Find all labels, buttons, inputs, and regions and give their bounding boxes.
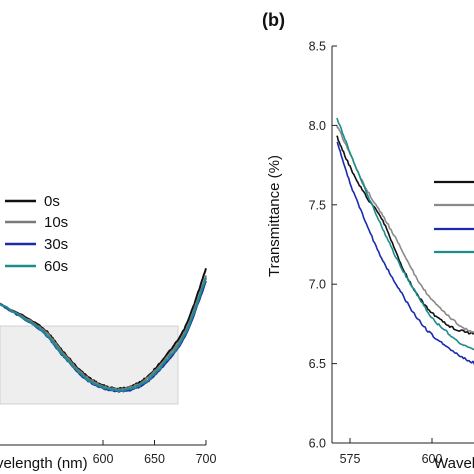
- legend-label-30s: 30s: [44, 236, 68, 253]
- panel-b-y-axis-title: Transmittance (%): [266, 155, 283, 277]
- panel-a-x-ticks: 600 650 700: [93, 440, 217, 466]
- panel-b-x-axis-title: Wavelength (nm): [434, 455, 474, 472]
- legend-label-10s: 10s: [44, 214, 68, 231]
- panel-b-series-1: [336, 135, 474, 335]
- legend-label-0s: 0s: [44, 193, 60, 210]
- panel-b-series-2: [336, 124, 474, 334]
- highlight-region: [0, 325, 179, 405]
- panel-b-series-4: [336, 117, 474, 351]
- panel-a-curves: [0, 268, 207, 393]
- panel-b-legend: [434, 180, 474, 254]
- panel-a-x-tick-label: 650: [144, 452, 165, 466]
- panel-b-x-tick-label: 575: [340, 452, 361, 466]
- panel-a-x-axis-title: Wavelength (nm): [0, 455, 88, 472]
- panel-b-y-tick-label: 8.5: [309, 40, 326, 54]
- panel-a-x-tick-label: 600: [93, 452, 114, 466]
- panel-a: 600 650 700 Wavelength (nm) 0s 10s 30s 60s: [0, 193, 216, 472]
- panel-a-x-tick-label: 700: [196, 452, 217, 466]
- panel-b-x-ticks: 575 600: [340, 438, 443, 466]
- panel-b-y-ticks: 6.0 6.5 7.0 7.5 8.0 8.5: [309, 40, 337, 451]
- panel-a-series-60s: [0, 277, 207, 392]
- panel-b-label: (b): [262, 10, 285, 30]
- panel-b-y-tick-label: 6.5: [309, 357, 326, 371]
- panel-b-y-tick-label: 8.0: [309, 119, 326, 133]
- panel-b-y-tick-label: 6.0: [309, 437, 326, 451]
- panel-b-x-tick-label: 600: [422, 452, 443, 466]
- panel-a-legend: 0s 10s 30s 60s: [5, 193, 68, 275]
- panel-b: (b) 6.0 6.5 7.0 7.5 8.0 8.5 575 600 Transmitta…: [262, 10, 474, 472]
- panel-b-y-tick-label: 7.0: [309, 278, 326, 292]
- panel-b-y-tick-label: 7.5: [309, 198, 326, 212]
- panel-b-series-3: [336, 141, 474, 365]
- legend-label-60s: 60s: [44, 258, 68, 275]
- panel-b-curves: [336, 117, 474, 365]
